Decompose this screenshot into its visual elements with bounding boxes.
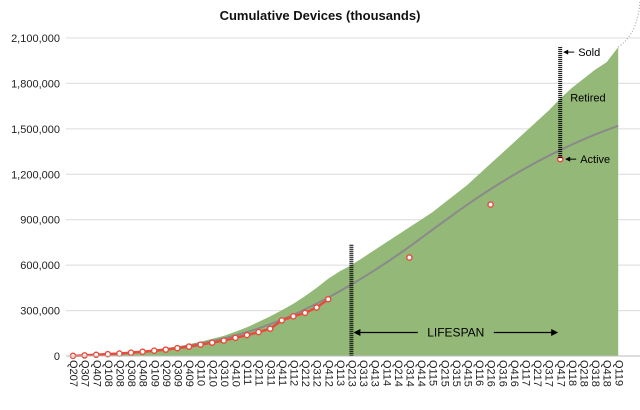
y-tick-label: 600,000: [20, 260, 60, 272]
x-tick-label: Q214: [392, 360, 404, 387]
y-tick-label: 300,000: [20, 306, 60, 318]
x-tick-label: Q218: [577, 360, 589, 387]
data-point: [127, 349, 135, 356]
x-tick-label: Q316: [496, 360, 508, 387]
x-tick-label: Q212: [299, 360, 311, 387]
y-tick-label: 0: [54, 351, 60, 363]
sold-area: [73, 47, 619, 356]
x-tick-label: Q313: [357, 360, 369, 387]
x-tick-label: Q310: [218, 360, 230, 387]
x-tick-label: Q407: [90, 360, 102, 387]
y-tick-label: 1,800,000: [11, 78, 60, 90]
x-tick-label: Q110: [195, 360, 207, 386]
x-tick-label: Q115: [427, 360, 439, 386]
lifespan-label-bg: [417, 323, 494, 342]
x-tick-label: Q416: [508, 360, 520, 387]
x-tick-label: Q415: [461, 360, 473, 387]
x-tick-label: Q208: [113, 360, 125, 387]
x-tick-label: Q114: [380, 360, 392, 386]
x-tick-label: Q417: [554, 360, 566, 387]
x-tick-label: Q117: [519, 360, 531, 386]
x-tick-label: Q314: [403, 360, 415, 387]
x-tick-label: Q216: [485, 360, 497, 387]
x-tick-label: Q213: [345, 360, 357, 387]
data-point: [208, 339, 216, 346]
y-tick-label: 900,000: [20, 215, 60, 227]
x-tick-label: Q311: [264, 360, 276, 386]
lifespan-label: LIFESPAN: [427, 326, 484, 340]
active-label: Active: [580, 154, 610, 166]
x-axis: Q207 Q307 Q407 Q108 Q208 Q308 Q408 Q109 Q209 Q309…: [67, 360, 624, 387]
x-tick-label: Q413: [369, 360, 381, 387]
markers: LIFESPAN Sold Retired Active: [66, 47, 640, 357]
sold-label: Sold: [578, 47, 600, 59]
x-tick-label: Q211: [253, 360, 265, 386]
x-tick-label: Q210: [206, 360, 218, 387]
data-point: [81, 352, 88, 359]
data-point: [406, 254, 413, 261]
y-tick-label: 1,200,000: [11, 169, 60, 181]
y-axis: 0 300,000 600,000 900,000 1,200,000 1,500,000…: [11, 33, 60, 363]
data-point: [487, 201, 494, 208]
x-tick-label: Q209: [160, 360, 172, 387]
x-tick-label: Q111: [241, 360, 253, 385]
data-point: [266, 325, 274, 333]
y-tick-label: 1,500,000: [11, 124, 60, 136]
retired-label: Retired: [570, 93, 605, 105]
chart-title: Cumulative Devices (thousands): [219, 8, 421, 23]
sold-extension-dotted: [617, 0, 640, 48]
x-tick-label: Q409: [183, 360, 195, 387]
area-series: [73, 47, 619, 356]
active-arrowhead: [565, 156, 571, 162]
data-point: [290, 313, 297, 320]
x-tick-label: Q418: [601, 360, 613, 387]
data-point: [255, 328, 262, 336]
x-tick-label: Q408: [137, 360, 149, 387]
data-point: [197, 341, 204, 348]
data-point: [313, 304, 320, 311]
y-tick-label: 2,100,000: [11, 33, 60, 45]
x-tick-label: Q308: [125, 360, 137, 387]
x-tick-label: Q410: [229, 360, 241, 387]
x-tick-label: Q119: [612, 360, 624, 386]
data-point: [324, 295, 332, 303]
data-point: [162, 346, 170, 353]
x-tick-label: Q217: [531, 360, 543, 387]
x-tick-label: Q215: [438, 360, 450, 387]
x-tick-label: Q312: [311, 360, 323, 387]
x-tick-label: Q307: [79, 360, 91, 387]
lifespan-arrowhead-left: [353, 329, 361, 337]
data-point: [185, 343, 193, 350]
data-point: [174, 344, 181, 352]
data-point: [301, 309, 309, 317]
x-tick-label: Q118: [566, 360, 578, 386]
x-tick-label: Q109: [148, 360, 160, 387]
data-point: [220, 337, 228, 344]
data-point: [92, 351, 100, 359]
x-tick-label: Q309: [171, 360, 183, 387]
x-tick-label: Q116: [473, 360, 485, 386]
x-tick-label: Q112: [287, 360, 299, 386]
data-point: [232, 334, 239, 342]
x-tick-label: Q411: [276, 360, 288, 386]
data-point: [116, 350, 123, 357]
sold-arrowhead: [563, 49, 569, 55]
x-tick-label: Q108: [102, 360, 114, 387]
x-tick-label: Q412: [322, 360, 334, 387]
data-point: [139, 348, 146, 356]
x-tick-label: Q414: [415, 360, 427, 387]
x-tick-label: Q113: [334, 360, 346, 386]
x-tick-label: Q317: [543, 360, 555, 387]
x-tick-label: Q207: [67, 360, 79, 387]
x-tick-label: Q315: [450, 360, 462, 387]
data-point: [150, 347, 158, 355]
data-point: [243, 331, 251, 339]
data-point: [104, 350, 112, 358]
data-point: [278, 317, 286, 324]
x-tick-label: Q318: [589, 360, 601, 387]
lifespan-arrowhead-right: [551, 329, 559, 337]
